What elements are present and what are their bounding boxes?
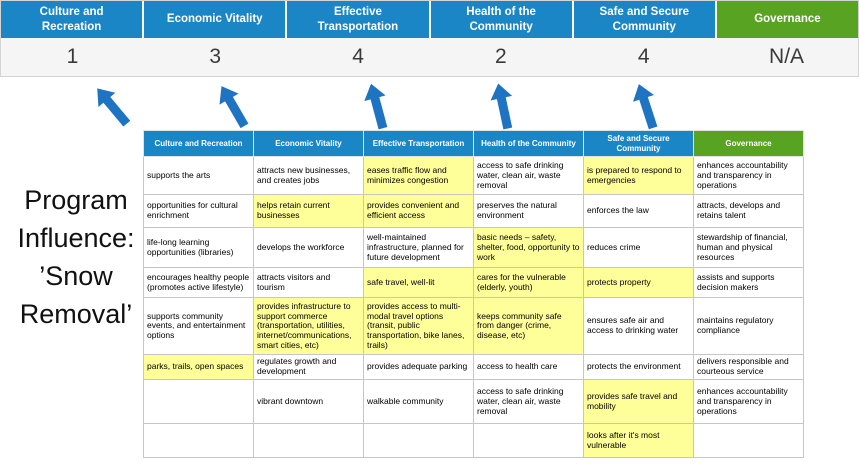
matrix-cell: opportunities for cultural enrichment bbox=[143, 194, 254, 229]
matrix-cell: stewardship of financial, human and phys… bbox=[693, 227, 804, 269]
up-arrow-icon bbox=[633, 84, 658, 130]
matrix-header-5: Governance bbox=[693, 129, 804, 158]
matrix-cell: protects the environment bbox=[583, 354, 694, 381]
matrix-cell: access to safe drinking water, clean air… bbox=[473, 379, 584, 425]
up-arrow-icon bbox=[490, 83, 513, 130]
score-governance: N/A bbox=[769, 45, 805, 68]
matrix-cell: life-long learning opportunities (librar… bbox=[143, 227, 254, 269]
matrix-cell: well-maintained infrastructure, planned … bbox=[363, 227, 474, 269]
program-title-line: Program bbox=[24, 185, 128, 215]
program-title-line: Influence: bbox=[17, 223, 135, 253]
matrix-cell: walkable community bbox=[363, 379, 474, 425]
matrix-header-4: Safe and Secure Community bbox=[583, 129, 694, 158]
matrix-header-1: Economic Vitality bbox=[253, 129, 364, 158]
matrix-head: Culture and Recreation Economic Vitality E… bbox=[143, 129, 804, 158]
pillar-header-safe-and-secure-community: Safe and Secure Community bbox=[573, 1, 715, 38]
matrix-row: vibrant downtown walkable community access… bbox=[143, 379, 804, 425]
score-effective-transportation: 4 bbox=[352, 45, 364, 68]
matrix-cell: provides infrastructure to support comme… bbox=[253, 297, 364, 356]
pillar-header-culture-and-recreation: Culture and Recreation bbox=[1, 1, 143, 38]
matrix-body: supports the arts attracts new businesses… bbox=[143, 156, 804, 459]
matrix-cell: encourages healthy people (promotes acti… bbox=[143, 267, 254, 299]
matrix-cell: provides convenient and efficient access bbox=[363, 194, 474, 229]
matrix-cell bbox=[143, 423, 254, 459]
matrix-row: looks after it's most vulnerable bbox=[143, 423, 804, 459]
score-economic-vitality: 3 bbox=[209, 45, 222, 68]
matrix-cell: preserves the natural environment bbox=[473, 194, 584, 229]
matrix-cell: looks after it's most vulnerable bbox=[583, 423, 694, 459]
matrix-cell bbox=[473, 423, 584, 459]
matrix-cell: regulates growth and development bbox=[253, 354, 364, 381]
matrix-cell bbox=[253, 423, 364, 459]
matrix-cell: maintains regulatory compliance bbox=[693, 297, 804, 356]
program-influence-title: Program Influence: ’Snow Removal’ bbox=[0, 181, 152, 333]
pillar-summary-band: Culture and Recreation Economic Vitality E… bbox=[0, 0, 859, 77]
matrix-row: opportunities for cultural enrichment hel… bbox=[143, 194, 804, 229]
matrix-cell bbox=[363, 423, 474, 459]
matrix-cell: attracts visitors and tourism bbox=[253, 267, 364, 299]
matrix-cell: basic needs – safety, shelter, food, opp… bbox=[473, 227, 584, 269]
up-arrow-icon bbox=[364, 83, 388, 130]
matrix-cell: helps retain current businesses bbox=[253, 194, 364, 229]
matrix-cell: provides access to multi-modal travel op… bbox=[363, 297, 474, 356]
matrix-cell: enforces the law bbox=[583, 194, 694, 229]
matrix-cell: safe travel, well-lit bbox=[363, 267, 474, 299]
influence-matrix: Culture and Recreation Economic Vitality E… bbox=[143, 129, 804, 459]
matrix-cell: provides safe travel and mobility bbox=[583, 379, 694, 425]
matrix-cell: reduces crime bbox=[583, 227, 694, 269]
matrix-cell: eases traffic flow and minimizes congest… bbox=[363, 156, 474, 196]
pillar-header-economic-vitality: Economic Vitality bbox=[144, 1, 286, 38]
matrix-cell: ensures safe air and access to drinking … bbox=[583, 297, 694, 356]
matrix-cell: cares for the vulnerable (elderly, youth… bbox=[473, 267, 584, 299]
matrix-cell: supports the arts bbox=[143, 156, 254, 196]
pillar-score-row: 1 3 4 2 4 N/A bbox=[1, 38, 858, 76]
matrix-cell: keeps community safe from danger (crime,… bbox=[473, 297, 584, 356]
pillar-header-effective-transportation: Effective Transportation bbox=[287, 1, 429, 38]
up-arrow-icon bbox=[97, 88, 131, 127]
pillar-header-health-of-the-community: Health of the Community bbox=[430, 1, 572, 38]
matrix-cell: delivers responsible and courteous servi… bbox=[693, 354, 804, 381]
matrix-header-2: Effective Transportation bbox=[363, 129, 474, 158]
matrix-cell bbox=[143, 379, 254, 425]
matrix-cell: attracts new businesses, and creates job… bbox=[253, 156, 364, 196]
matrix-row: supports community events, and entertain… bbox=[143, 297, 804, 356]
matrix-cell: protects property bbox=[583, 267, 694, 299]
matrix-cell: enhances accountability and transparency… bbox=[693, 156, 804, 196]
matrix-cell: access to health care bbox=[473, 354, 584, 381]
matrix-row: parks, trails, open spaces regulates grow… bbox=[143, 354, 804, 381]
pillar-header-governance: Governance bbox=[716, 1, 859, 38]
matrix-cell: vibrant downtown bbox=[253, 379, 364, 425]
matrix-cell bbox=[693, 423, 804, 459]
matrix-cell: parks, trails, open spaces bbox=[143, 354, 254, 381]
up-arrow-icon bbox=[219, 86, 249, 129]
matrix-row: encourages healthy people (promotes acti… bbox=[143, 267, 804, 299]
matrix-cell: attracts, develops and retains talent bbox=[693, 194, 804, 229]
score-culture-and-recreation: 1 bbox=[66, 45, 79, 68]
matrix-cell: assists and supports decision makers bbox=[693, 267, 804, 299]
matrix-header-3: Health of the Community bbox=[473, 129, 584, 158]
matrix-cell: enhances accountability and transparency… bbox=[693, 379, 804, 425]
matrix-cell: provides adequate parking bbox=[363, 354, 474, 381]
matrix-row: life-long learning opportunities (librar… bbox=[143, 227, 804, 269]
arrows-layer bbox=[97, 83, 658, 130]
score-health-of-the-community: 2 bbox=[495, 45, 507, 68]
matrix-header-0: Culture and Recreation bbox=[143, 129, 254, 158]
matrix-cell: develops the workforce bbox=[253, 227, 364, 269]
program-title-line: ’Snow bbox=[39, 261, 113, 291]
matrix-row: supports the arts attracts new businesses… bbox=[143, 156, 804, 196]
matrix-header-row: Culture and Recreation Economic Vitality E… bbox=[143, 129, 804, 158]
program-title-line: Removal’ bbox=[19, 299, 133, 329]
matrix-cell: is prepared to respond to emergencies bbox=[583, 156, 694, 196]
pillar-header-row: Culture and Recreation Economic Vitality E… bbox=[1, 1, 859, 38]
score-safe-and-secure-community: 4 bbox=[637, 45, 650, 68]
matrix-cell: access to safe drinking water, clean air… bbox=[473, 156, 584, 196]
matrix-cell: supports community events, and entertain… bbox=[143, 297, 254, 356]
